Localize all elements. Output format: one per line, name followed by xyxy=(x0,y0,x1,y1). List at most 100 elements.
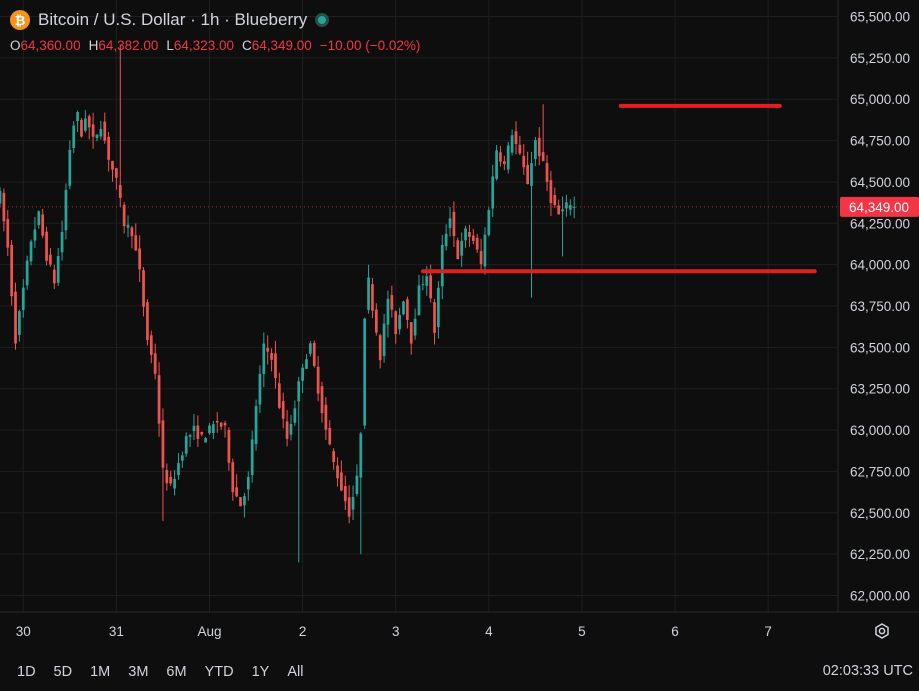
range-ytd-button[interactable]: YTD xyxy=(204,663,234,680)
range-1y-button[interactable]: 1Y xyxy=(251,663,270,680)
candle-body xyxy=(572,206,576,208)
candle-body xyxy=(297,381,301,402)
candle-body xyxy=(553,195,557,205)
time-axis-label: 2 xyxy=(299,624,307,639)
candle-body xyxy=(336,465,339,479)
close-label: C xyxy=(241,38,252,53)
candle-body xyxy=(433,302,436,333)
candle-body xyxy=(111,160,114,170)
candle-body xyxy=(374,309,378,333)
candle-body xyxy=(289,424,293,435)
candle-body xyxy=(6,219,10,248)
candle-body xyxy=(367,277,370,310)
close-value: 64,349.00 xyxy=(251,38,312,53)
settings-gear-icon[interactable] xyxy=(872,621,892,641)
open-label: O xyxy=(10,38,21,53)
price-axis-label: 64,250.00 xyxy=(850,216,910,231)
candle-body xyxy=(122,204,126,227)
candle-body xyxy=(68,149,72,186)
candle-body xyxy=(246,477,250,490)
candle-body xyxy=(243,496,246,506)
candle-body xyxy=(134,235,138,251)
candle-body xyxy=(409,322,413,344)
candle-body xyxy=(208,425,211,434)
candle-body xyxy=(56,256,60,283)
candle-body xyxy=(421,284,425,286)
candle-body xyxy=(149,335,153,356)
bottom-toolbar: 1D 5D 1M 3M 6M YTD 1Y All 02:03:33 UTC xyxy=(0,652,919,691)
candle-body xyxy=(495,150,498,179)
price-axis-label: 63,250.00 xyxy=(850,382,910,397)
candle-body xyxy=(188,434,192,437)
candle-body xyxy=(390,295,394,310)
live-status-dot-icon xyxy=(315,13,330,27)
price-axis-label: 62,750.00 xyxy=(850,464,910,479)
candle-body xyxy=(460,240,464,256)
candle-body xyxy=(537,137,541,157)
candle-body xyxy=(219,422,223,427)
candle-body xyxy=(448,218,452,228)
low-value: 64,323.00 xyxy=(173,38,234,53)
candle-body xyxy=(281,401,285,419)
candle-body xyxy=(169,476,173,484)
price-axis-label: 64,500.00 xyxy=(850,175,910,190)
candle-body xyxy=(324,404,328,430)
price-axis-label: 64,750.00 xyxy=(850,134,910,149)
range-5d-button[interactable]: 5D xyxy=(53,663,73,680)
time-axis-label: 30 xyxy=(16,624,31,639)
candle-body xyxy=(29,241,33,262)
time-axis-label: 5 xyxy=(578,624,586,639)
candle-body xyxy=(33,229,37,241)
range-1d-button[interactable]: 1D xyxy=(17,663,36,680)
candle-body xyxy=(471,235,475,241)
candle-body xyxy=(262,343,266,375)
candle-body xyxy=(510,135,514,153)
chart-header: ₿ Bitcoin / U.S. Dollar · 1h · Blueberry xyxy=(10,8,330,32)
candle-body xyxy=(479,251,483,265)
candle-body xyxy=(332,451,336,463)
price-axis-label: 65,250.00 xyxy=(850,51,910,66)
candle-body xyxy=(355,475,359,494)
candle-body xyxy=(394,311,398,335)
candle-body xyxy=(277,383,281,408)
last-price-tag xyxy=(840,196,919,217)
candle-body xyxy=(184,436,188,454)
price-axis-label: 62,000.00 xyxy=(850,588,910,603)
utc-clock[interactable]: 02:03:33 UTC xyxy=(822,663,913,679)
range-3m-button[interactable]: 3M xyxy=(128,663,149,680)
symbol-title[interactable]: Bitcoin / U.S. Dollar · 1h · Blueberry xyxy=(38,10,308,29)
time-axis-label: 7 xyxy=(764,624,772,639)
candle-body xyxy=(99,129,103,137)
candle-body xyxy=(429,275,432,299)
range-6m-button[interactable]: 6M xyxy=(166,663,187,680)
range-1m-button[interactable]: 1M xyxy=(90,663,111,680)
candle-body xyxy=(274,353,277,379)
high-value: 64,382.00 xyxy=(98,38,159,53)
candle-body xyxy=(518,144,522,154)
price-axis-label: 63,750.00 xyxy=(850,299,910,314)
candle-body xyxy=(340,472,343,491)
time-axis-label: 31 xyxy=(109,624,124,639)
candle-body xyxy=(161,420,165,468)
candle-body xyxy=(499,152,502,162)
candle-body xyxy=(557,205,561,215)
candle-body xyxy=(266,347,270,352)
candle-body xyxy=(534,140,537,160)
candle-body xyxy=(227,429,231,463)
candle-body xyxy=(305,359,308,369)
candle-body xyxy=(487,210,491,235)
price-axis-label: 64,000.00 xyxy=(850,258,910,273)
last-price-tag-label: 64,349.00 xyxy=(849,200,909,215)
price-axis-label: 65,000.00 xyxy=(850,92,910,107)
candle-body xyxy=(192,425,196,431)
candle-body xyxy=(483,234,487,267)
candle-body xyxy=(270,352,273,360)
candle-body xyxy=(80,119,83,137)
candle-body xyxy=(14,291,17,344)
candle-body xyxy=(138,248,142,270)
range-all-button[interactable]: All xyxy=(287,663,304,680)
candle-body xyxy=(444,233,448,247)
candle-body xyxy=(285,421,289,439)
candle-body xyxy=(464,228,467,241)
